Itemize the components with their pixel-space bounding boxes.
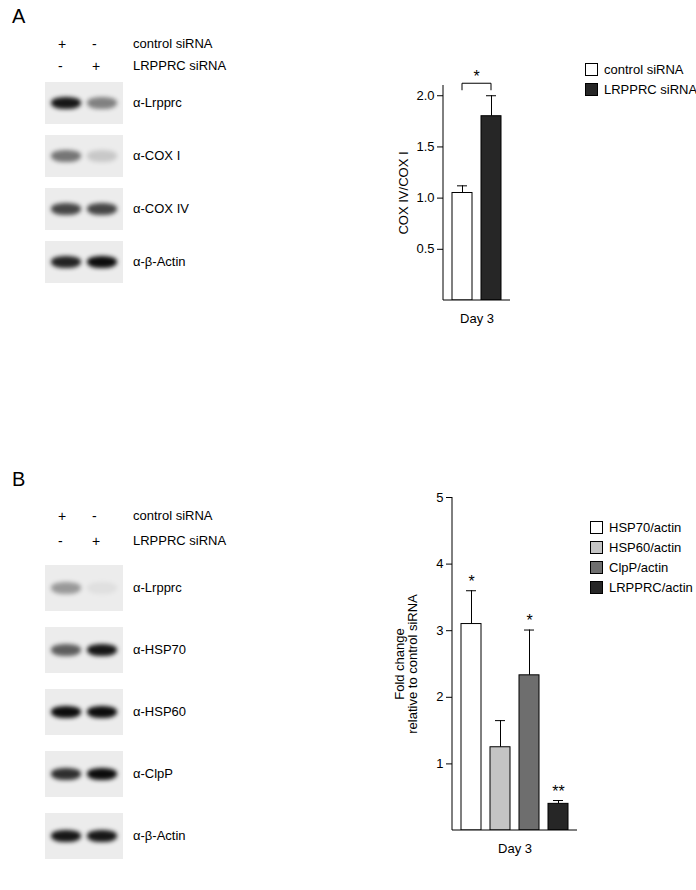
html-text:α-HSP60: α-HSP60: [133, 704, 186, 719]
svg-text:0.5: 0.5: [416, 241, 434, 256]
svg-text:Day 3: Day 3: [498, 841, 532, 856]
svg-text:3: 3: [436, 623, 443, 638]
html-text:LRPPRC siRNA: LRPPRC siRNA: [133, 58, 227, 73]
svg-text:**: **: [552, 783, 564, 800]
html-text:HSP70/actin: HSP70/actin: [609, 520, 682, 535]
svg-text:*: *: [473, 68, 479, 85]
svg-text:COX IV/COX I: COX IV/COX I: [396, 151, 411, 234]
html-text:control siRNA: control siRNA: [604, 62, 684, 77]
html-text:α-β-Actin: α-β-Actin: [133, 254, 186, 269]
svg-text:2.0: 2.0: [416, 88, 434, 103]
html-text:LRPPRC/actin: LRPPRC/actin: [609, 580, 693, 595]
html-text:α-β-Actin: α-β-Actin: [133, 828, 186, 843]
svg-text:1.5: 1.5: [416, 139, 434, 154]
html-text:α-Lrpprc: α-Lrpprc: [133, 580, 182, 595]
svg-text:Day 3: Day 3: [460, 311, 494, 326]
html-text:α-HSP70: α-HSP70: [133, 642, 186, 657]
svg-text:5: 5: [436, 490, 443, 505]
html-text:α-Lrpprc: α-Lrpprc: [133, 95, 182, 110]
html-text:ClpP/actin: ClpP/actin: [609, 560, 669, 575]
html-text:α-COX I: α-COX I: [133, 148, 181, 163]
html-text:A: A: [12, 5, 26, 27]
svg-text:2: 2: [436, 689, 443, 704]
html-text:B: B: [12, 468, 26, 490]
svg-text:Fold changerelative to control: Fold changerelative to control siRNA: [392, 594, 420, 734]
svg-text:*: *: [468, 573, 474, 590]
svg-text:1.0: 1.0: [416, 190, 434, 205]
html-text:LRPPRC siRNA: LRPPRC siRNA: [133, 533, 227, 548]
svg-text:*: *: [526, 612, 532, 629]
html-text:control siRNA: control siRNA: [133, 508, 213, 523]
svg-text:4: 4: [436, 556, 443, 571]
html-text:HSP60/actin: HSP60/actin: [609, 540, 682, 555]
svg-text:1: 1: [436, 756, 443, 771]
html-text:α-COX IV: α-COX IV: [133, 201, 189, 216]
html-text:α-ClpP: α-ClpP: [133, 766, 173, 781]
html-text:control siRNA: control siRNA: [133, 36, 213, 51]
